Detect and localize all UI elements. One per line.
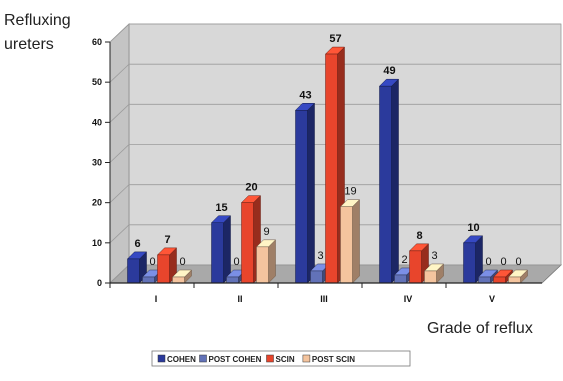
y-tick-label: 20 (92, 198, 102, 208)
bar-front (142, 276, 155, 284)
y-tick-label: 10 (92, 238, 102, 248)
data-label: 0 (179, 256, 185, 268)
y-tick-label: 40 (92, 117, 102, 127)
y-tick-label: 0 (97, 278, 102, 288)
bar-side (268, 239, 276, 284)
bar-side (391, 78, 399, 284)
bar-front (424, 270, 437, 284)
bar (210, 215, 232, 284)
bar-front (478, 276, 491, 284)
bar-front (394, 274, 407, 284)
bar-front (127, 258, 140, 284)
data-label: 3 (317, 250, 323, 262)
legend-swatch (157, 354, 166, 363)
bar-front (211, 222, 224, 284)
data-label: 8 (416, 230, 422, 242)
bar-front (325, 53, 338, 284)
legend-box (151, 350, 411, 367)
bar-side (352, 199, 360, 284)
bar (462, 235, 484, 284)
data-label: 43 (299, 89, 311, 101)
bar (294, 102, 316, 284)
data-label: 19 (344, 186, 356, 198)
y-tick-label: 60 (92, 37, 102, 47)
bar-front (241, 202, 254, 284)
data-label: 57 (329, 33, 341, 45)
x-tick-label: IV (404, 294, 413, 304)
grid-line (109, 23, 561, 43)
bar-front (226, 276, 239, 284)
data-label: 9 (263, 226, 269, 238)
data-label: 20 (245, 182, 257, 194)
y-tick-label: 50 (92, 77, 102, 87)
grid-line (109, 144, 561, 163)
bar-front (310, 270, 323, 284)
data-label: 7 (164, 234, 170, 246)
legend-swatch (266, 354, 274, 363)
legend-label: POST COHEN (209, 355, 262, 364)
x-tick-label: III (320, 294, 328, 304)
legend-swatch (199, 354, 207, 363)
legend-label: COHEN (167, 355, 196, 364)
bar (423, 263, 445, 284)
legend: COHEN POST COHEN SCIN POST SCIN (151, 350, 411, 367)
legend-label: SCIN (276, 355, 295, 364)
legend-swatch (302, 354, 311, 363)
bar-front (172, 276, 185, 284)
bar-front (340, 206, 353, 284)
grid-line (109, 103, 561, 123)
data-label: 15 (215, 202, 227, 214)
bar (378, 78, 400, 284)
data-label: 2 (401, 254, 407, 266)
bar (156, 247, 178, 284)
y-axis-label-line-2: ureters (4, 36, 54, 53)
x-tick-label: V (489, 294, 495, 304)
bar-front (493, 276, 506, 284)
data-label: 10 (467, 222, 479, 234)
bar (339, 199, 361, 284)
data-label: 0 (515, 256, 521, 268)
data-label: 0 (500, 256, 506, 268)
y-tick-label: 30 (92, 158, 102, 168)
bar-front (256, 246, 269, 284)
grid-line (109, 184, 561, 203)
bar-side (223, 215, 231, 284)
bar-front (379, 85, 392, 284)
data-label: 0 (149, 256, 155, 268)
bar-front (295, 110, 308, 284)
data-label: 49 (383, 65, 395, 77)
x-axis-label: Grade of reflux (427, 320, 533, 337)
bar-front (409, 250, 422, 284)
x-tick-label: I (155, 294, 158, 304)
data-label: 0 (233, 256, 239, 268)
grid-line (109, 224, 561, 244)
grid-line (109, 63, 561, 83)
data-label: 3 (431, 250, 437, 262)
bar-side (307, 102, 315, 284)
bar-front (157, 254, 170, 284)
bar (255, 239, 277, 284)
legend-label: POST SCIN (312, 355, 355, 364)
data-label: 0 (485, 256, 491, 268)
bar-front (463, 242, 476, 284)
data-label: 6 (134, 238, 140, 250)
x-tick-label: II (237, 294, 242, 304)
y-axis-label-line-1: Refluxing (4, 12, 71, 29)
bar-front (508, 276, 521, 284)
